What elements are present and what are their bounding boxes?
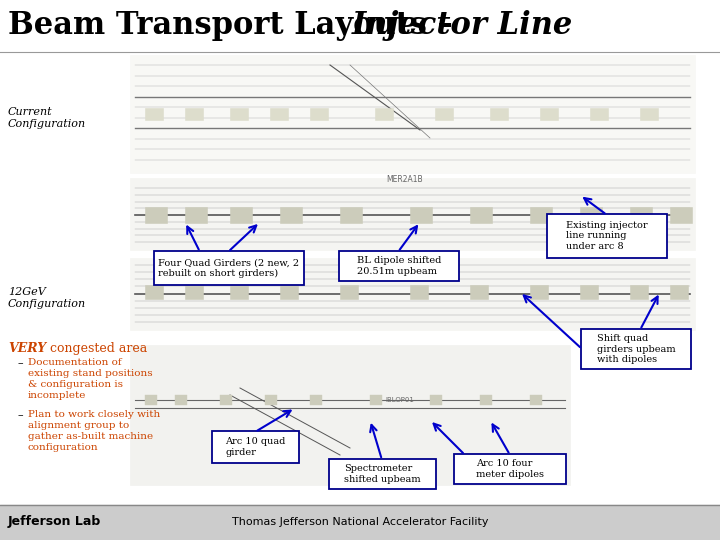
Text: Spectrometer
shifted upbeam: Spectrometer shifted upbeam <box>344 464 420 484</box>
Bar <box>230 207 252 223</box>
Bar <box>130 258 695 330</box>
Bar <box>490 108 508 120</box>
Text: congested area: congested area <box>46 342 148 355</box>
Text: Shift quad
girders upbeam
with dipoles: Shift quad girders upbeam with dipoles <box>597 334 675 364</box>
FancyBboxPatch shape <box>547 214 667 258</box>
Text: Beam Transport Layouts –: Beam Transport Layouts – <box>8 10 464 41</box>
Bar <box>185 285 203 299</box>
Bar <box>410 207 432 223</box>
Bar <box>130 55 695 173</box>
Bar <box>185 207 207 223</box>
Bar <box>130 178 695 250</box>
Bar <box>630 285 648 299</box>
Bar <box>130 345 570 485</box>
FancyBboxPatch shape <box>339 251 459 281</box>
FancyBboxPatch shape <box>454 454 566 484</box>
Bar <box>230 108 248 120</box>
Bar <box>670 207 692 223</box>
Text: & configuration is: & configuration is <box>28 380 123 389</box>
Bar <box>580 285 598 299</box>
Text: Current
Configuration: Current Configuration <box>8 107 86 129</box>
Bar <box>435 108 453 120</box>
Bar <box>0 505 720 540</box>
Text: VERY: VERY <box>8 342 46 355</box>
Text: Thomas Jefferson National Accelerator Facility: Thomas Jefferson National Accelerator Fa… <box>232 517 488 527</box>
Bar <box>530 285 548 299</box>
Text: Documentation of: Documentation of <box>28 358 122 367</box>
FancyBboxPatch shape <box>212 431 299 463</box>
FancyBboxPatch shape <box>154 251 304 285</box>
Text: existing stand positions: existing stand positions <box>28 369 153 378</box>
Bar <box>530 207 552 223</box>
Text: –: – <box>18 358 24 368</box>
Text: Arc 10 quad
girder: Arc 10 quad girder <box>225 437 286 457</box>
Bar <box>480 395 492 405</box>
Bar <box>630 207 652 223</box>
Bar <box>280 207 302 223</box>
Text: incomplete: incomplete <box>28 391 86 400</box>
Bar <box>340 285 358 299</box>
Bar <box>265 395 277 405</box>
Text: Arc 10 four
meter dipoles: Arc 10 four meter dipoles <box>476 460 544 478</box>
Text: Existing injector
line running
under arc 8: Existing injector line running under arc… <box>566 221 648 251</box>
Bar <box>145 285 163 299</box>
Bar <box>430 395 442 405</box>
Text: gather as-built machine: gather as-built machine <box>28 432 153 441</box>
FancyBboxPatch shape <box>581 329 691 369</box>
Bar <box>280 285 298 299</box>
Bar <box>185 108 203 120</box>
Bar <box>375 108 393 120</box>
Bar <box>410 285 428 299</box>
Bar <box>175 395 187 405</box>
Text: configuration: configuration <box>28 443 99 452</box>
Bar <box>370 395 382 405</box>
Text: Plan to work closely with: Plan to work closely with <box>28 410 161 419</box>
Bar <box>640 108 658 120</box>
Bar <box>470 285 488 299</box>
Bar <box>0 0 720 52</box>
Bar <box>230 285 248 299</box>
Text: MER2A1B: MER2A1B <box>387 175 423 184</box>
Text: 12GeV
Configuration: 12GeV Configuration <box>8 287 86 309</box>
Text: Four Quad Girders (2 new, 2
rebuilt on short girders): Four Quad Girders (2 new, 2 rebuilt on s… <box>158 258 300 278</box>
Bar <box>580 207 602 223</box>
Bar <box>145 108 163 120</box>
Text: alignment group to: alignment group to <box>28 421 130 430</box>
FancyBboxPatch shape <box>329 459 436 489</box>
Bar <box>670 285 688 299</box>
Text: Jefferson Lab: Jefferson Lab <box>8 516 102 529</box>
Bar <box>145 395 157 405</box>
Bar <box>540 108 558 120</box>
Bar <box>220 395 232 405</box>
Text: IBLOP01: IBLOP01 <box>385 397 414 403</box>
Bar <box>310 395 322 405</box>
Bar <box>530 395 542 405</box>
Text: BL dipole shifted
20.51m upbeam: BL dipole shifted 20.51m upbeam <box>357 256 441 276</box>
Text: Injector Line: Injector Line <box>352 10 573 41</box>
Bar <box>470 207 492 223</box>
Bar <box>270 108 288 120</box>
Text: –: – <box>18 410 24 420</box>
Bar <box>340 207 362 223</box>
Bar <box>590 108 608 120</box>
Bar <box>145 207 167 223</box>
Bar <box>310 108 328 120</box>
